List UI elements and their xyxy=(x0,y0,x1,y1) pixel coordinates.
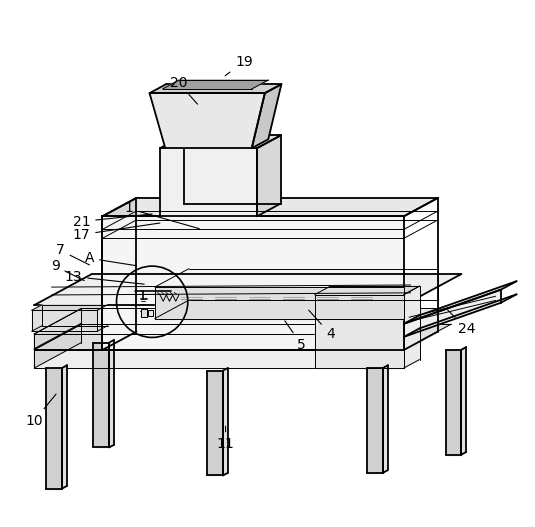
Polygon shape xyxy=(47,368,62,489)
Text: 24: 24 xyxy=(448,310,476,336)
Polygon shape xyxy=(32,305,108,310)
Polygon shape xyxy=(404,286,419,368)
Polygon shape xyxy=(102,216,404,350)
Polygon shape xyxy=(383,366,387,473)
Polygon shape xyxy=(155,287,404,318)
Polygon shape xyxy=(34,324,451,350)
Text: 20: 20 xyxy=(170,76,197,104)
Text: 1: 1 xyxy=(124,201,200,229)
Bar xyxy=(141,309,147,317)
Text: 5: 5 xyxy=(285,321,306,352)
Bar xyxy=(148,310,153,316)
Polygon shape xyxy=(404,281,516,324)
Polygon shape xyxy=(315,295,404,368)
Polygon shape xyxy=(257,135,280,216)
Polygon shape xyxy=(34,334,404,349)
Polygon shape xyxy=(163,80,268,89)
Text: 19: 19 xyxy=(225,55,253,76)
Polygon shape xyxy=(446,350,462,454)
Polygon shape xyxy=(207,370,223,475)
Polygon shape xyxy=(160,135,280,148)
Polygon shape xyxy=(150,93,265,148)
Polygon shape xyxy=(34,308,451,334)
Polygon shape xyxy=(34,324,81,368)
Text: 17: 17 xyxy=(73,223,160,242)
Polygon shape xyxy=(102,198,136,350)
Polygon shape xyxy=(109,340,114,447)
Polygon shape xyxy=(32,310,97,331)
Polygon shape xyxy=(34,350,404,368)
Polygon shape xyxy=(252,84,281,148)
Text: 4: 4 xyxy=(309,310,335,341)
Text: A: A xyxy=(85,251,136,266)
Text: 21: 21 xyxy=(73,214,152,229)
Text: 13: 13 xyxy=(65,270,144,284)
Polygon shape xyxy=(367,368,383,473)
Polygon shape xyxy=(94,343,109,447)
Polygon shape xyxy=(223,368,228,475)
Polygon shape xyxy=(62,366,67,489)
Polygon shape xyxy=(34,274,462,305)
Text: 7: 7 xyxy=(56,243,89,265)
Polygon shape xyxy=(404,290,501,337)
Text: 10: 10 xyxy=(25,394,56,428)
Polygon shape xyxy=(34,308,81,349)
Text: 11: 11 xyxy=(217,426,234,451)
Text: 9: 9 xyxy=(51,259,84,280)
Polygon shape xyxy=(150,84,281,93)
Polygon shape xyxy=(102,198,438,216)
Polygon shape xyxy=(160,148,257,216)
Polygon shape xyxy=(315,286,419,295)
Polygon shape xyxy=(462,347,466,454)
